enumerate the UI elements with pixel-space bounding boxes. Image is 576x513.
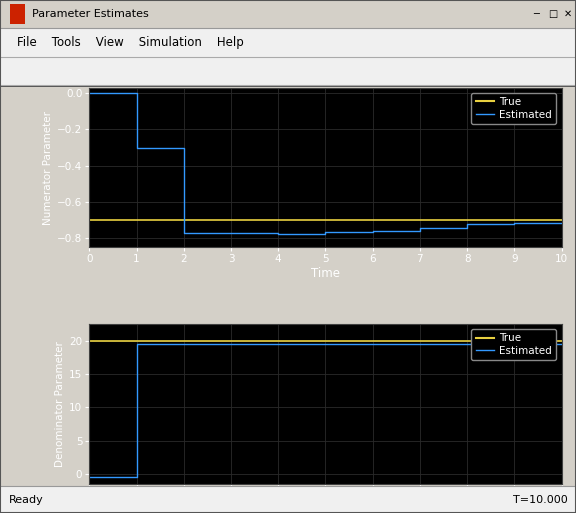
Text: ✕: ✕ (563, 9, 571, 19)
Text: T=10.000: T=10.000 (513, 495, 567, 505)
Y-axis label: Numerator Parameter: Numerator Parameter (43, 111, 53, 225)
Text: File    Tools    View    Simulation    Help: File Tools View Simulation Help (17, 36, 244, 49)
Legend: True, Estimated: True, Estimated (471, 329, 556, 360)
Legend: True, Estimated: True, Estimated (471, 93, 556, 124)
Y-axis label: Denominator Parameter: Denominator Parameter (55, 341, 65, 467)
Text: Ready: Ready (9, 495, 43, 505)
Text: □: □ (548, 9, 558, 19)
Text: ─: ─ (533, 9, 539, 19)
X-axis label: Time: Time (311, 267, 340, 280)
X-axis label: Time: Time (311, 503, 340, 513)
Text: Parameter Estimates: Parameter Estimates (32, 9, 149, 19)
